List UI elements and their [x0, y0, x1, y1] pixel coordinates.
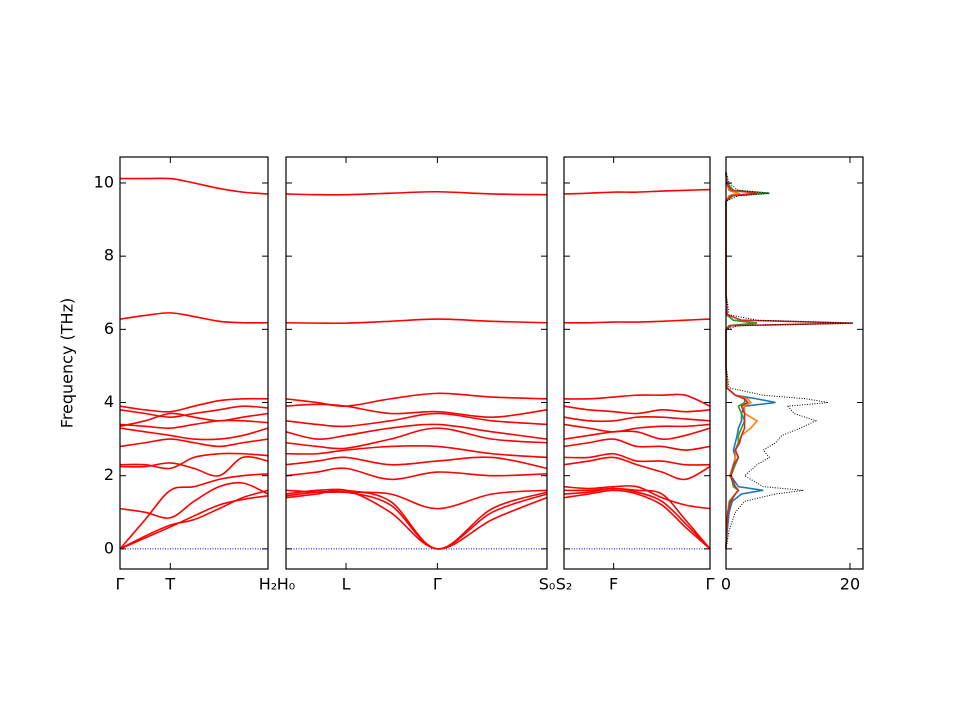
x-tick-label: Γ	[706, 575, 715, 594]
band-line	[285, 456, 548, 470]
band-line	[563, 438, 711, 451]
band-line	[563, 393, 711, 407]
x-tick-label: F	[609, 575, 618, 594]
band-line	[285, 427, 548, 450]
band-line	[563, 452, 711, 466]
y-axis-label: Frequency (THz)	[58, 298, 77, 428]
band-line	[119, 312, 269, 324]
x-tick-label: Γ	[433, 575, 442, 594]
band-line	[285, 467, 548, 481]
band-line	[119, 456, 269, 477]
x-tick-label: 0	[721, 575, 731, 594]
x-tick-label: 20	[840, 575, 860, 594]
dos-line	[725, 171, 854, 549]
band-line	[119, 495, 269, 550]
axes-frame	[285, 156, 548, 570]
band-line	[285, 488, 548, 550]
band-line	[563, 188, 711, 195]
band-line	[119, 397, 269, 413]
band-line	[119, 405, 269, 418]
band-line	[285, 489, 548, 510]
y-tick-label: 2	[104, 465, 114, 484]
y-tick-label: 4	[104, 392, 114, 411]
band-line	[119, 427, 269, 441]
y-tick-label: 10	[94, 172, 114, 191]
axes-frame	[119, 156, 269, 570]
band-line	[285, 488, 548, 550]
band-line	[563, 489, 711, 550]
y-tick-label: 8	[104, 246, 114, 265]
band-line	[563, 456, 711, 481]
band-line	[285, 403, 548, 418]
x-tick-label: H₀	[277, 575, 295, 594]
band-line	[563, 423, 711, 433]
y-tick-label: 6	[104, 319, 114, 338]
x-tick-label: T	[164, 575, 175, 594]
band-line	[119, 489, 269, 550]
band-line	[285, 412, 548, 428]
band-line	[285, 423, 548, 440]
band-line	[563, 484, 711, 510]
band-line	[563, 416, 711, 423]
band-line	[563, 487, 711, 550]
x-tick-label: H₂	[259, 575, 277, 594]
band-line	[119, 452, 269, 470]
y-tick-label: 0	[104, 538, 114, 557]
x-tick-label: Γ	[116, 575, 125, 594]
band-line	[119, 481, 269, 519]
band-line	[563, 427, 711, 440]
x-tick-label: S₂	[556, 575, 573, 594]
band-line	[285, 490, 548, 550]
band-line	[119, 412, 269, 428]
band-line	[285, 190, 548, 196]
band-line	[285, 444, 548, 459]
x-tick-label: L	[342, 575, 351, 594]
band-line	[563, 487, 711, 550]
band-line	[120, 177, 269, 195]
band-line	[285, 392, 548, 408]
band-line	[285, 318, 548, 325]
band-line	[119, 473, 269, 550]
band-line	[119, 438, 269, 448]
band-line	[563, 318, 711, 324]
x-tick-label: S₀	[539, 575, 556, 594]
axes-frame	[725, 156, 864, 570]
axes-frame	[563, 156, 711, 570]
band-line	[563, 405, 711, 415]
dos-line	[725, 171, 776, 549]
band-line	[119, 419, 269, 429]
